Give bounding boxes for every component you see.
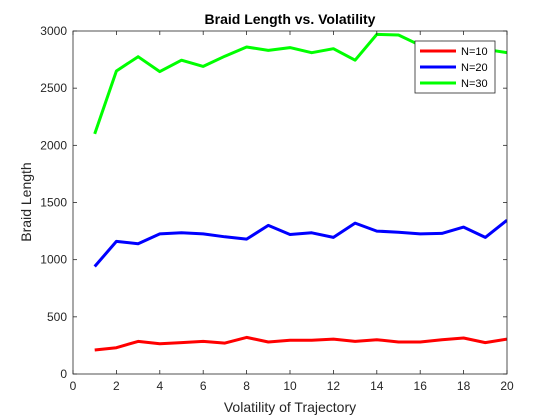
y-tick-label: 1500 [40,196,67,210]
series-line-n-10 [94,335,507,352]
x-tick-label: 6 [200,379,207,393]
y-tick-label: 1000 [40,253,67,267]
legend-label: N=20 [461,62,488,74]
x-tick-label: 0 [70,379,77,393]
x-tick-label: 12 [327,379,341,393]
y-tick-label: 0 [60,367,67,381]
x-tick-label: 8 [243,379,250,393]
x-tick-label: 14 [370,379,384,393]
legend-label: N=30 [461,78,488,90]
y-tick-label: 3000 [40,24,67,38]
legend-label: N=10 [461,46,488,58]
x-tick-label: 10 [283,379,297,393]
x-tick-label: 2 [113,379,120,393]
chart-title: Braid Length vs. Volatility [205,11,376,27]
y-tick-label: 2500 [40,81,67,95]
x-tick-label: 20 [500,379,514,393]
y-tick-label: 500 [47,310,67,324]
x-axis-label: Volatility of Trajectory [224,399,356,415]
x-tick-label: 18 [457,379,471,393]
series-line-n-20 [93,219,507,268]
x-tick-label: 16 [414,379,428,393]
legend: N=10 N=20 N=30 [414,40,496,94]
axes-layer: 0 2 4 6 8 10 12 14 16 18 20 0 500 1000 1500 2000 2500 300… [40,24,514,393]
y-tick-label: 2000 [40,138,67,152]
y-axis-label: Braid Length [18,162,34,241]
x-tick-label: 4 [156,379,163,393]
